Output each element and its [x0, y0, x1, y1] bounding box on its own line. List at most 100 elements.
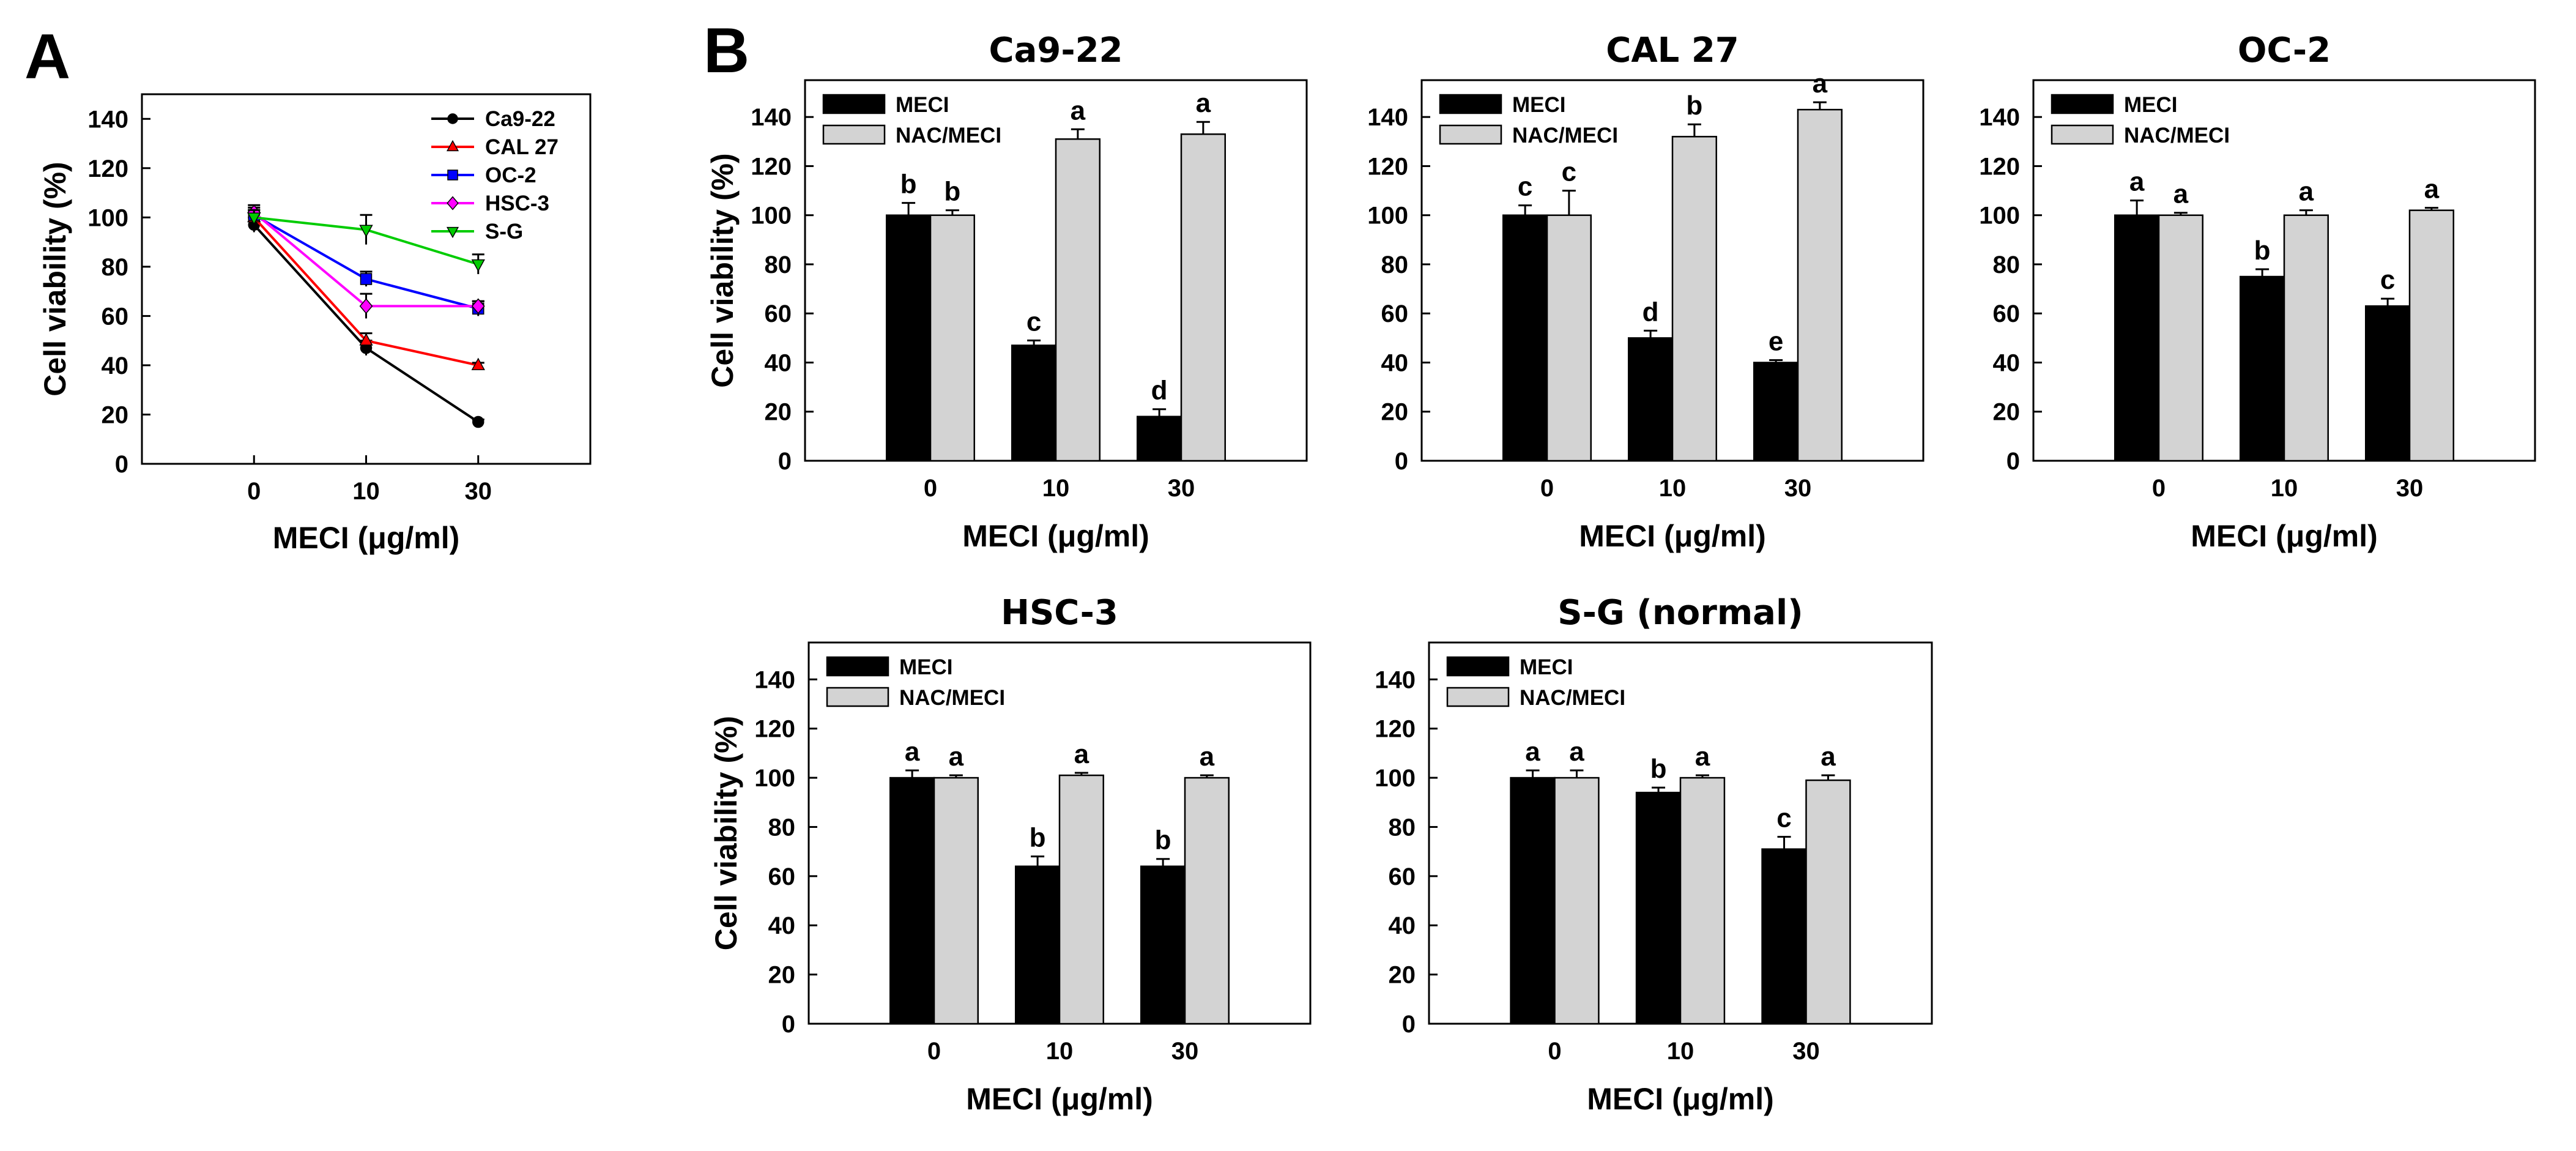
meci-bar [886, 214, 932, 462]
significance-letter: a [2424, 174, 2440, 204]
y-tick-label: 0 [778, 448, 792, 475]
y-tick-label: 60 [768, 863, 796, 890]
y-tick-label: 100 [87, 204, 128, 231]
y-tick-label: 100 [751, 203, 792, 229]
legend-swatch [2051, 124, 2114, 145]
legend-swatch [826, 687, 889, 707]
meci-bar [1011, 345, 1057, 462]
y-tick-label: 80 [768, 814, 796, 841]
y-tick-label: 60 [1389, 863, 1416, 890]
x-tick-label: 0 [2152, 475, 2166, 502]
legend-marker [447, 169, 458, 181]
significance-letter: b [1686, 91, 1702, 121]
legend-marker [447, 196, 459, 210]
y-tick-label: 120 [1979, 153, 2020, 180]
nac-meci-bar [1184, 777, 1230, 1025]
y-tick-label: 20 [1381, 399, 1409, 426]
x-axis-label: MECI (μg/ml) [273, 521, 460, 555]
y-tick-label: 20 [102, 401, 129, 428]
significance-letter: c [1776, 803, 1791, 833]
significance-letter: a [2129, 167, 2145, 197]
meci-bar [2114, 214, 2160, 462]
x-tick-label: 30 [1792, 1038, 1820, 1065]
legend-label: MECI [899, 655, 953, 679]
legend-label: NAC/MECI [899, 686, 1005, 710]
nac-meci-bar [2283, 214, 2329, 462]
x-tick-label: 10 [1042, 475, 1070, 502]
y-tick-label: 140 [751, 104, 792, 131]
significance-letter: c [1562, 157, 1576, 187]
nac-meci-bar [2408, 209, 2454, 462]
meci-bar [1015, 865, 1061, 1025]
y-tick-label: 40 [765, 349, 792, 376]
y-tick-label: 80 [765, 251, 792, 278]
legend-marker [446, 226, 459, 239]
nac-meci-bar [933, 777, 979, 1025]
y-tick-label: 120 [754, 716, 795, 743]
legend-swatch [822, 94, 886, 114]
nac-meci-bar [1679, 777, 1726, 1025]
legend-label: S-G [485, 220, 523, 244]
meci-bar [1753, 362, 1799, 462]
chart-cal27: 0 20 40 60 80 100 120 140 CAL 27 0 10 30 MECI (μg/ml… [1367, 31, 1925, 553]
x-tick-label: 0 [247, 478, 261, 505]
nac-meci-bar [929, 214, 975, 462]
legend-swatch [826, 656, 889, 677]
significance-letter: a [905, 737, 920, 767]
y-tick-label: 20 [1389, 962, 1416, 989]
y-tick-label: 140 [1979, 104, 2020, 131]
x-tick-label: 10 [2271, 475, 2298, 502]
significance-letter: b [2254, 236, 2271, 266]
x-tick-label: 0 [927, 1038, 941, 1065]
y-tick-label: 0 [1395, 448, 1408, 475]
nac-meci-bar [1180, 133, 1226, 462]
significance-letter: a [1525, 737, 1540, 767]
y-tick-label: 120 [751, 153, 792, 180]
meci-bar [1628, 337, 1674, 462]
nac-meci-bar [1805, 779, 1851, 1025]
legend-label: Ca9-22 [485, 107, 555, 131]
y-tick-label: 120 [87, 155, 128, 182]
y-tick-label: 0 [2006, 448, 2020, 475]
meci-bar [1137, 415, 1182, 462]
nac-meci-bar [1554, 777, 1600, 1025]
x-axis-label: MECI (μg/ml) [1587, 1082, 1774, 1116]
chart-hsc-3: 0 20 40 60 80 100 120 140 HSC-3 0 10 30 MECI (μg/ml)… [709, 593, 1312, 1116]
legend-label: OC-2 [485, 163, 536, 187]
significance-letter: a [1074, 739, 1089, 769]
chart-a: 0 20 40 60 80 100 120 140 0 10 30 Cell viability (%… [38, 93, 592, 555]
significance-letter: a [2173, 179, 2189, 209]
y-tick-label: 120 [1367, 153, 1408, 180]
y-tick-label: 100 [754, 765, 795, 792]
y-tick-label: 140 [1367, 104, 1408, 131]
significance-letter: a [1813, 69, 1828, 99]
y-tick-label: 100 [1375, 765, 1416, 792]
nac-meci-bar [2158, 214, 2203, 462]
y-tick-label: 20 [1993, 399, 2021, 426]
data-point [360, 273, 373, 285]
y-tick-label: 60 [1381, 300, 1409, 327]
significance-letter: b [944, 177, 960, 207]
significance-letter: a [2299, 177, 2314, 207]
y-tick-label: 40 [1993, 349, 2021, 376]
y-tick-label: 140 [754, 666, 795, 693]
chart-title: Ca9-22 [989, 31, 1123, 70]
y-tick-label: 40 [102, 352, 129, 379]
y-tick-label: 80 [1993, 251, 2021, 278]
significance-letter: b [1650, 754, 1667, 784]
meci-bar [2240, 275, 2285, 462]
x-tick-label: 30 [1784, 475, 1812, 502]
y-tick-label: 40 [768, 912, 796, 939]
significance-letter: d [1151, 376, 1168, 406]
significance-letter: c [1518, 172, 1532, 202]
chart-title: CAL 27 [1606, 31, 1739, 70]
legend-label: MECI [896, 93, 949, 117]
significance-letter: e [1769, 326, 1783, 356]
legend-label: NAC/MECI [1512, 124, 1618, 147]
y-tick-label: 140 [87, 106, 128, 133]
significance-letter: c [2380, 265, 2395, 295]
chart-s-g: 0 20 40 60 80 100 120 140 S-G (normal) 0 10 30 MECI … [1375, 593, 1933, 1116]
y-tick-label: 20 [768, 962, 796, 989]
